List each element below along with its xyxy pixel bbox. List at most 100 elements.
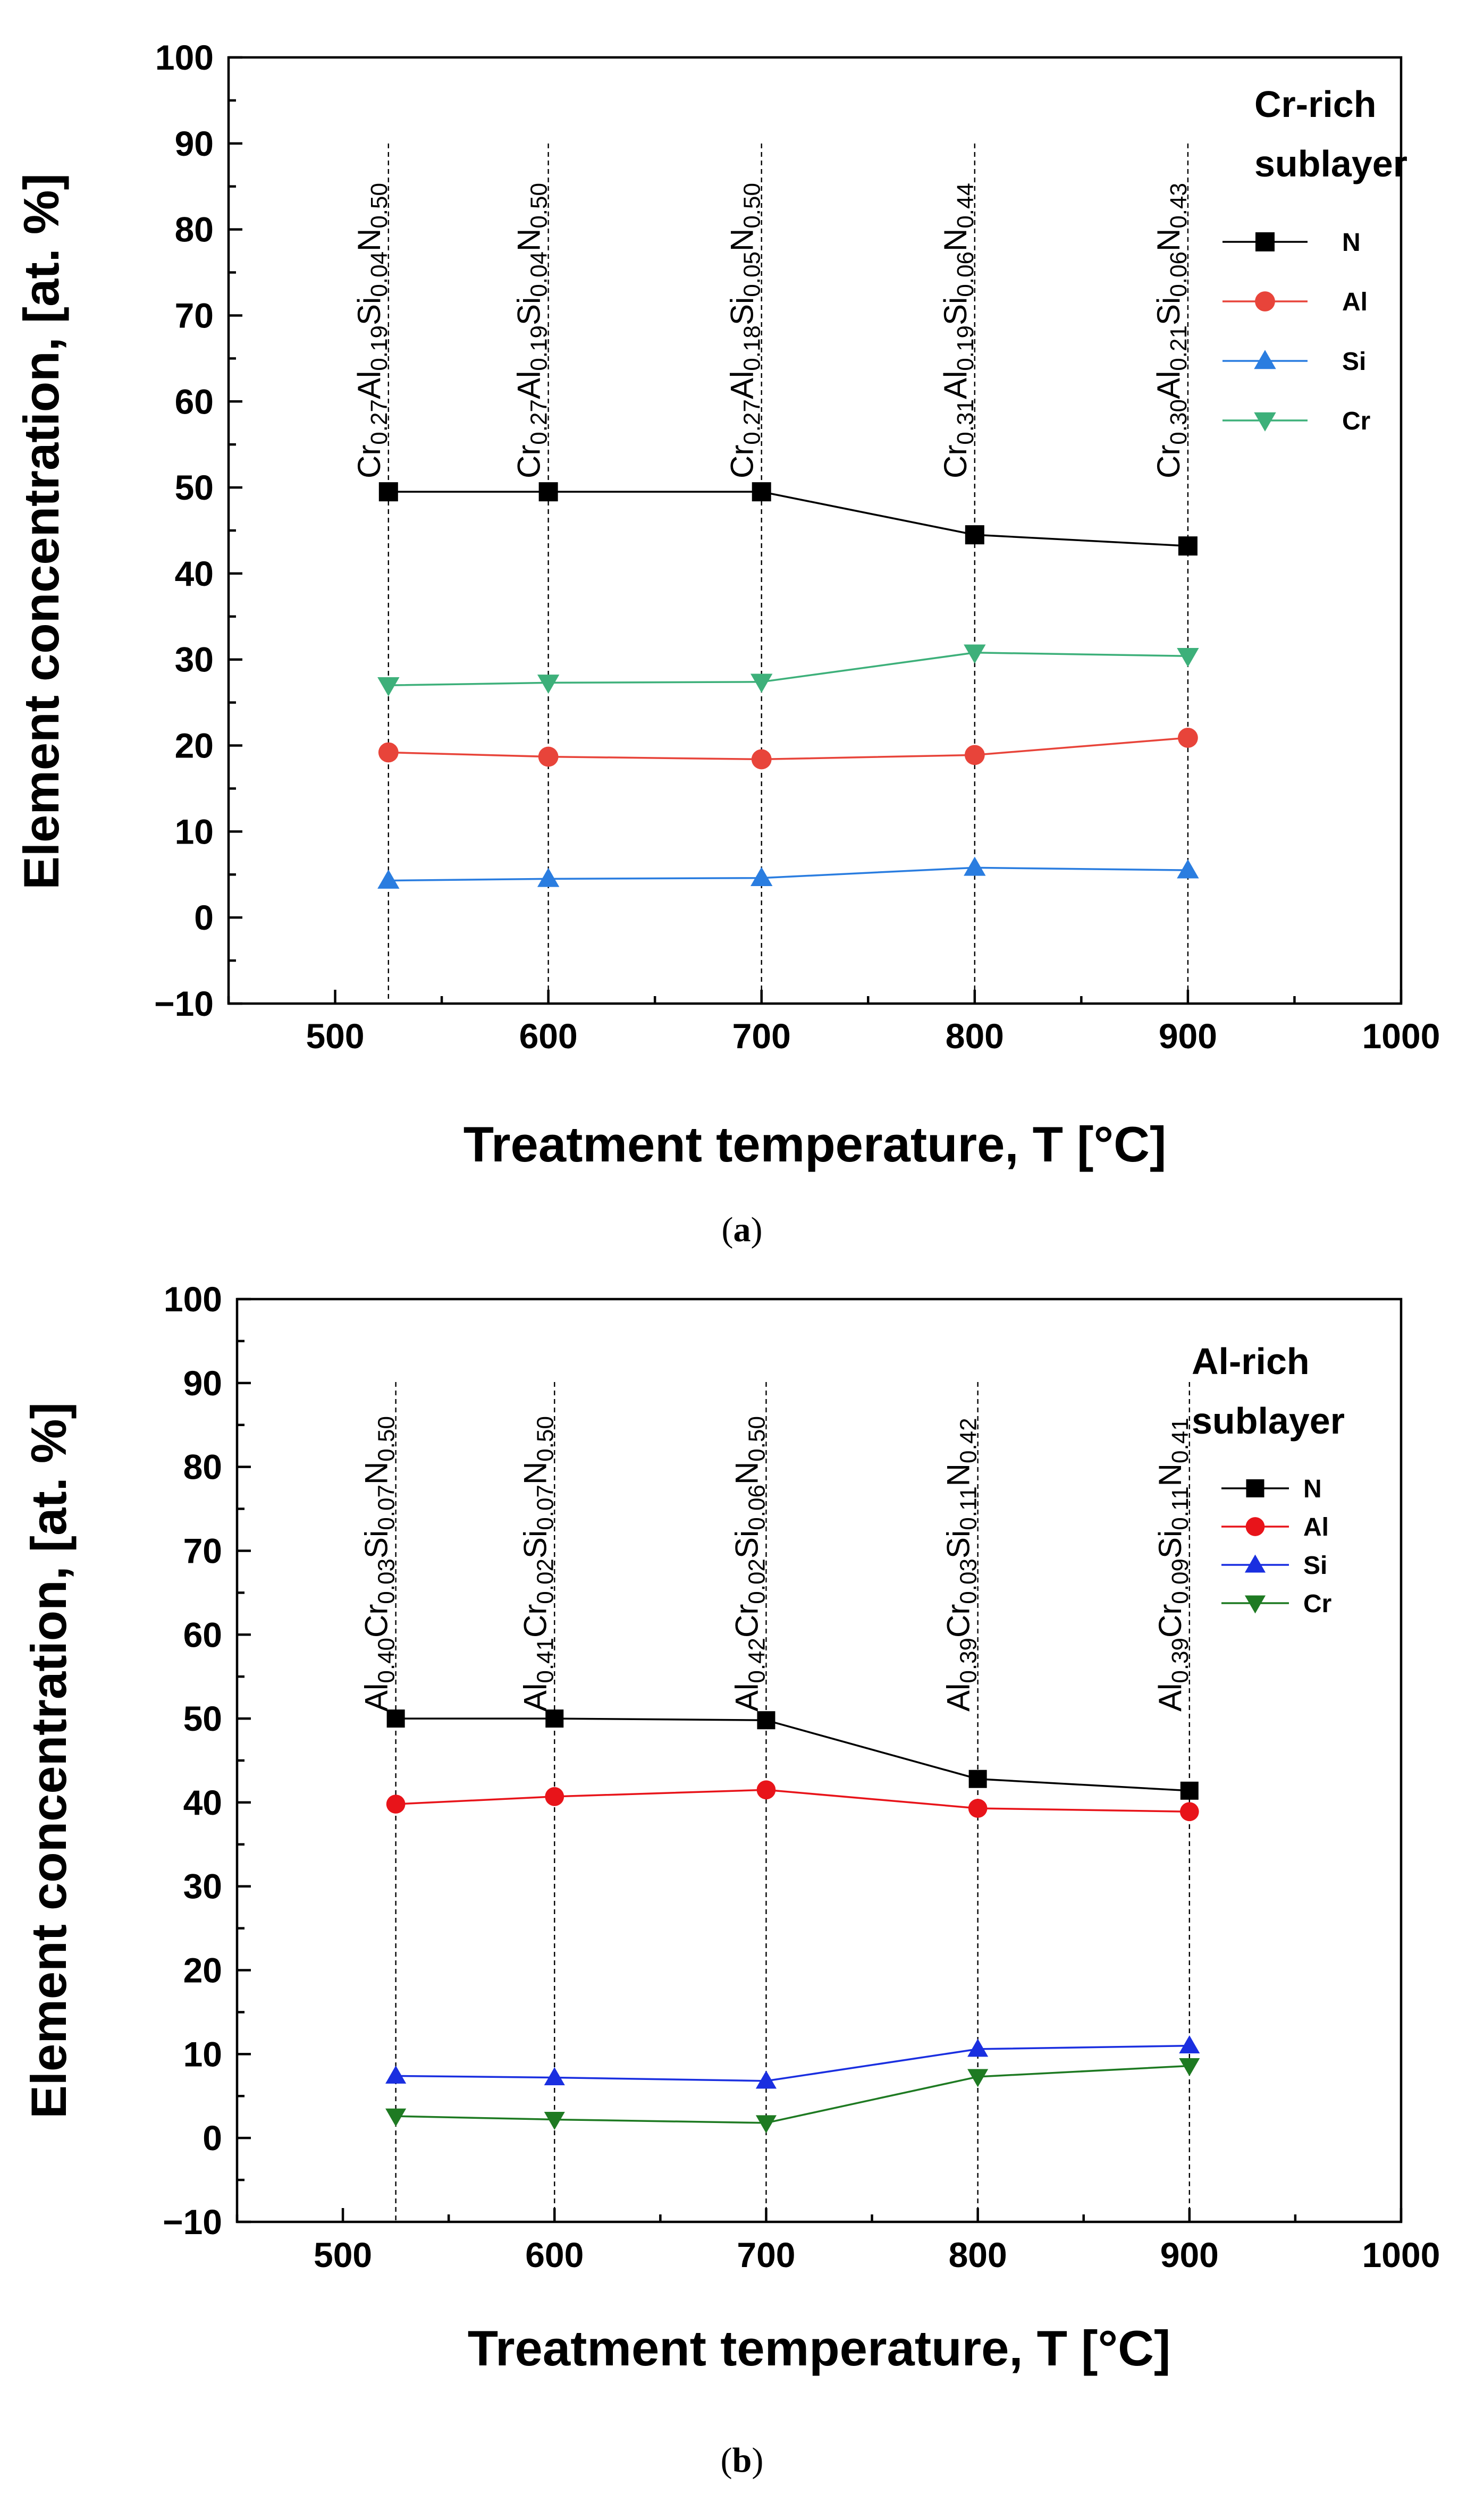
x-tick-label: 700 (732, 1016, 791, 1056)
legend-title: sublayer (1192, 1400, 1345, 1442)
y-tick-label: 50 (183, 1699, 222, 1738)
x-tick-label: 1000 (1362, 1016, 1440, 1056)
composition-formula: Al0.39Cr0.03Si0.11N0.42 (941, 1418, 982, 1712)
chart-panel-a: −10 0 10 20 30 40 50 60 70 80 90 100 500 600 700 800 900… (13, 38, 1440, 1249)
data-point-n (545, 1709, 564, 1728)
legend-label-al: Al (1303, 1513, 1329, 1541)
y-tick-label: 40 (183, 1783, 222, 1822)
series-line-cr (388, 652, 1188, 687)
legend-marker-al (1245, 1517, 1265, 1536)
data-point-n (1178, 536, 1198, 556)
y-tick-label: 70 (175, 296, 214, 335)
y-tick-label: 70 (183, 1531, 222, 1570)
x-tick-label: 800 (949, 2235, 1007, 2274)
x-tick-label: 900 (1160, 2235, 1219, 2274)
data-point-cr (544, 2112, 565, 2130)
data-point-si (964, 856, 986, 876)
x-axis-title: Treatment temperature, T [°C] (463, 1116, 1167, 1172)
y-tick-label: 30 (175, 640, 214, 679)
y-tick-label: 60 (183, 1615, 222, 1654)
data-point-n (965, 525, 984, 545)
data-point-si (544, 2067, 565, 2086)
composition-formula: Cr0.27Al0.18Si0.05N0.50 (724, 183, 765, 478)
y-tick-label: 100 (155, 38, 214, 77)
y-axis-title: Element concentration, [at. %] (21, 1402, 77, 2119)
series-cr (385, 2058, 1200, 2134)
data-point-n (968, 1770, 987, 1788)
panel-caption: (a) (722, 1210, 763, 1249)
legend-marker-n (1246, 1479, 1264, 1497)
x-axis-title: Treatment temperature, T [°C] (468, 2320, 1171, 2376)
x-tick-label: 900 (1159, 1016, 1217, 1056)
data-point-al (538, 746, 559, 767)
composition-formula: Al0.40Cr0.03Si0.07N0.50 (359, 1416, 400, 1712)
x-tick-label: 600 (525, 2235, 584, 2274)
series-line-si (395, 2044, 1190, 2082)
x-tick-label: 700 (737, 2235, 795, 2274)
legend-title: sublayer (1254, 143, 1407, 184)
data-point-si (751, 867, 773, 887)
data-point-al (545, 1787, 564, 1806)
y-tick-label: 30 (183, 1867, 222, 1906)
x-tick-label: 1000 (1362, 2235, 1440, 2274)
legend-label-n: N (1303, 1475, 1322, 1503)
composition-formula: Al0.42Cr0.02Si0.06N0.50 (729, 1416, 770, 1712)
y-tick-label: 0 (194, 898, 214, 937)
legend: Cr-rich sublayer N Al Si Cr (1222, 83, 1407, 435)
data-point-si (755, 2070, 777, 2089)
data-point-al (968, 1799, 988, 1818)
data-point-cr (385, 2108, 407, 2127)
legend-marker-si (1244, 1554, 1266, 1573)
legend-marker-al (1255, 291, 1275, 311)
data-point-si (1177, 859, 1199, 879)
y-tick-label: 20 (175, 726, 214, 765)
y-tick-label: 50 (175, 468, 214, 507)
data-point-cr (967, 2069, 989, 2087)
series-line-cr (395, 2065, 1190, 2124)
series-line-al (388, 737, 1188, 761)
data-point-cr (1179, 2058, 1200, 2077)
legend-label-cr: Cr (1303, 1590, 1331, 1618)
x-tick-label: 500 (306, 1016, 364, 1056)
data-point-n (752, 482, 771, 502)
series-line-n (395, 1717, 1190, 1792)
legend-title: Cr-rich (1254, 83, 1376, 125)
y-tick-label: 60 (175, 382, 214, 421)
data-point-cr (537, 675, 560, 694)
legend-label-al: Al (1342, 288, 1368, 316)
data-point-al (378, 742, 399, 763)
y-axis-title: Element concentration, [at. %] (13, 173, 69, 890)
data-point-al (1179, 1802, 1199, 1822)
y-tick-label: −10 (163, 2202, 222, 2242)
legend-marker-si (1254, 350, 1276, 369)
x-tick-label: 800 (946, 1016, 1004, 1056)
y-tick-label: 90 (183, 1363, 222, 1403)
data-point-si (1179, 2035, 1200, 2054)
y-tick-label: 100 (164, 1279, 222, 1319)
composition-formula: Al0.39Cr0.09Si0.11N0.41 (1152, 1418, 1193, 1712)
composition-formula: Cr0.27Al0.19Si0.04N0.50 (511, 183, 552, 478)
y-tick-label: 90 (175, 124, 214, 163)
y-tick-label: 10 (175, 812, 214, 851)
legend-marker-cr (1254, 412, 1276, 432)
legend-title: Al-rich (1192, 1341, 1310, 1382)
x-tick-label: 500 (314, 2235, 372, 2274)
data-point-n (538, 482, 558, 502)
legend-label-cr: Cr (1342, 407, 1370, 435)
data-point-al (751, 749, 772, 770)
plot-frame (227, 56, 1403, 1005)
legend-marker-cr (1244, 1595, 1266, 1614)
y-tick-label: −10 (154, 984, 214, 1023)
composition-formula: Cr0.31Al0.19Si0.06N0.44 (938, 183, 979, 478)
legend-label-n: N (1342, 229, 1361, 257)
data-point-cr (755, 2115, 777, 2134)
data-point-n (757, 1711, 775, 1730)
series-al (386, 1780, 1199, 1822)
data-point-n (386, 1709, 405, 1728)
data-point-cr (377, 677, 400, 696)
y-tick-label: 20 (183, 1951, 222, 1990)
legend-label-si: Si (1303, 1552, 1327, 1580)
series-line-si (388, 866, 1188, 882)
series-line-al (395, 1789, 1190, 1813)
